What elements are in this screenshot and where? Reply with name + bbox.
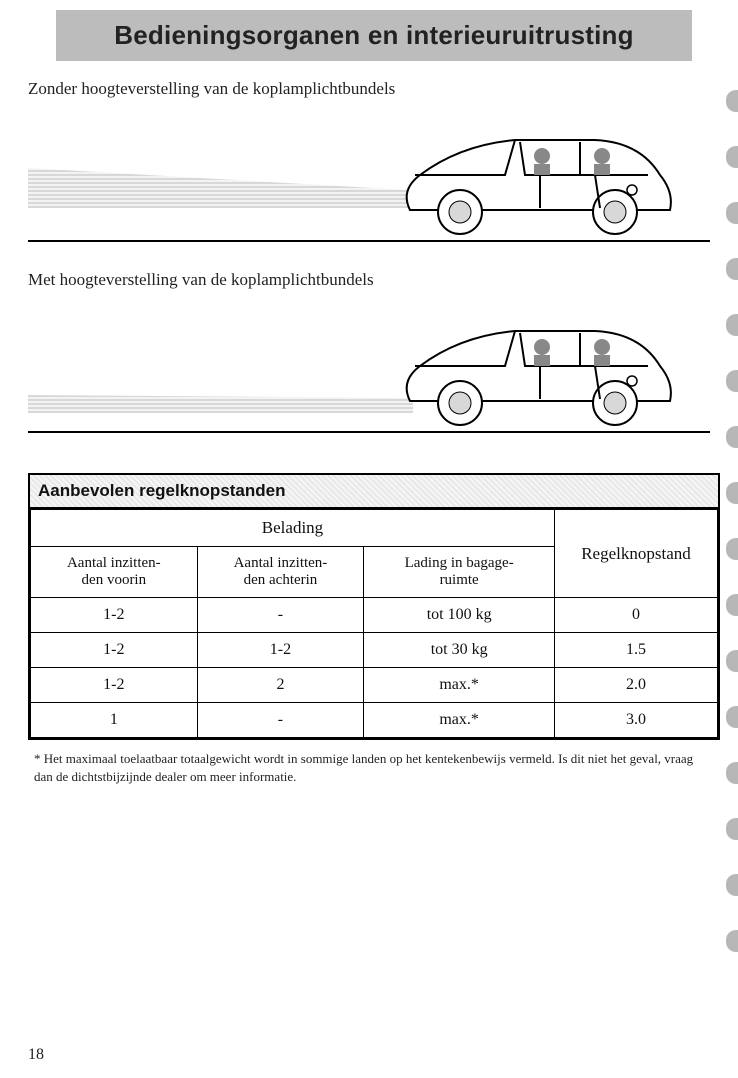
cell-setting: 2.0 [555, 668, 718, 703]
index-tab [726, 426, 738, 448]
col-group-loading: Belading [31, 510, 555, 547]
page-number: 18 [28, 1046, 44, 1064]
diagram-caption-without: Zonder hoogteverstelling van de koplampl… [28, 79, 720, 99]
cell-rear: - [197, 703, 364, 738]
light-beam [28, 168, 408, 208]
index-tab [726, 650, 738, 672]
cell-rear: - [197, 598, 364, 633]
cell-setting: 3.0 [555, 703, 718, 738]
index-tabs [726, 90, 738, 952]
index-tab [726, 202, 738, 224]
cell-front: 1-2 [31, 633, 198, 668]
cell-rear: 2 [197, 668, 364, 703]
cell-setting: 0 [555, 598, 718, 633]
index-tab [726, 482, 738, 504]
index-tab [726, 258, 738, 280]
page-title-bar: Bedieningsorganen en interieuruitrusting [56, 10, 692, 61]
table-row: 1 - max.* 3.0 [31, 703, 718, 738]
diagram-without-adjustment [28, 105, 710, 242]
cell-front: 1-2 [31, 668, 198, 703]
table-row: 1-2 - tot 100 kg 0 [31, 598, 718, 633]
index-tab [726, 874, 738, 896]
page-title: Bedieningsorganen en interieuruitrusting [68, 20, 680, 51]
index-tab [726, 762, 738, 784]
car-icon [390, 120, 680, 240]
index-tab [726, 538, 738, 560]
cell-luggage: tot 100 kg [364, 598, 555, 633]
table-row: 1-2 1-2 tot 30 kg 1.5 [31, 633, 718, 668]
cell-luggage: tot 30 kg [364, 633, 555, 668]
cell-front: 1-2 [31, 598, 198, 633]
index-tab [726, 706, 738, 728]
light-beam [28, 383, 413, 413]
footnote: * Het maximaal toelaatbaar totaalgewicht… [34, 750, 714, 785]
diagram-with-adjustment [28, 296, 710, 433]
col-front: Aantal inzitten- den voorin [31, 547, 198, 598]
table-title: Aanbevolen regelknopstanden [30, 475, 718, 509]
index-tab [726, 90, 738, 112]
col-luggage: Lading in bagage- ruimte [364, 547, 555, 598]
index-tab [726, 146, 738, 168]
car-icon [390, 311, 680, 431]
index-tab [726, 818, 738, 840]
index-tab [726, 314, 738, 336]
diagram-caption-with: Met hoogteverstelling van de koplamplich… [28, 270, 720, 290]
col-group-setting: Regelknopstand [555, 510, 718, 598]
index-tab [726, 370, 738, 392]
cell-setting: 1.5 [555, 633, 718, 668]
index-tab [726, 594, 738, 616]
col-rear: Aantal inzitten- den achterin [197, 547, 364, 598]
table-row: 1-2 2 max.* 2.0 [31, 668, 718, 703]
cell-front: 1 [31, 703, 198, 738]
cell-luggage: max.* [364, 703, 555, 738]
cell-luggage: max.* [364, 668, 555, 703]
cell-rear: 1-2 [197, 633, 364, 668]
settings-table: Aanbevolen regelknopstanden Belading Reg… [28, 473, 720, 740]
index-tab [726, 930, 738, 952]
